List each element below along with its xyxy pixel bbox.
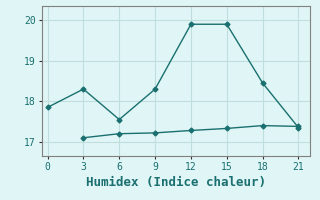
X-axis label: Humidex (Indice chaleur): Humidex (Indice chaleur) (86, 176, 266, 189)
